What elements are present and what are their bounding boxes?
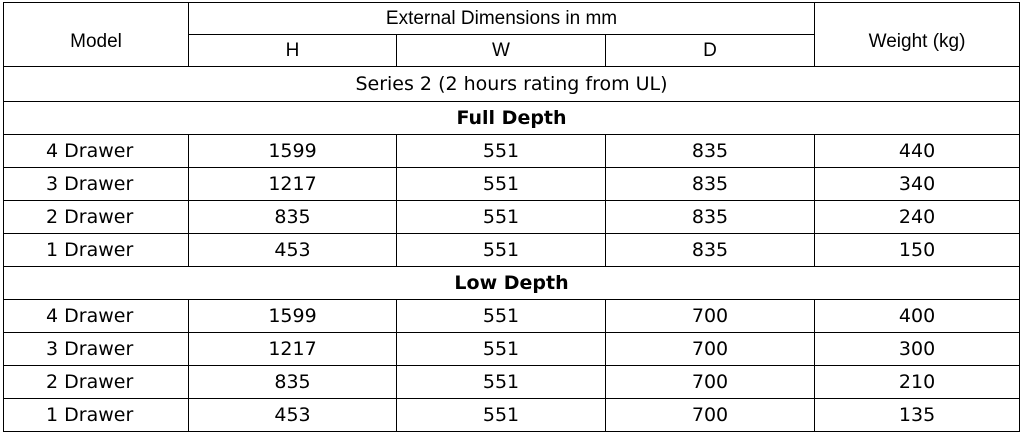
section-row-full-depth: Full Depth [2, 101, 1021, 135]
table-row: 3 Drawer 1217 551 700 300 [3, 332, 1021, 366]
table-row: 4 Drawer 1599 551 835 440 [3, 134, 1021, 168]
weight-cell: 150 [814, 233, 1021, 267]
dimensions-table: Model External Dimensions in mm Weight (… [2, 2, 1021, 432]
model-cell: 4 Drawer [3, 299, 189, 333]
d-cell: 700 [604, 365, 816, 399]
d-cell: 700 [604, 332, 816, 366]
weight-cell: 210 [814, 365, 1021, 399]
h-cell: 1217 [188, 167, 397, 201]
weight-cell: 400 [814, 299, 1021, 333]
table-row: 1 Drawer 453 551 835 150 [3, 233, 1021, 267]
weight-cell: 300 [814, 332, 1021, 366]
table-row: 2 Drawer 835 551 700 210 [3, 365, 1021, 399]
series-title-row: Series 2 (2 hours rating from UL) [2, 66, 1021, 102]
h-cell: 1599 [188, 134, 397, 168]
header-row-top: Model External Dimensions in mm Weight (… [3, 2, 1021, 67]
model-cell: 3 Drawer [3, 332, 189, 366]
model-header: Model [3, 2, 189, 67]
model-cell: 1 Drawer [3, 398, 189, 432]
model-cell: 1 Drawer [3, 233, 189, 267]
d-header: D [604, 34, 816, 67]
h-cell: 835 [188, 200, 397, 234]
model-cell: 3 Drawer [3, 167, 189, 201]
weight-cell: 240 [814, 200, 1021, 234]
h-cell: 453 [188, 233, 397, 267]
d-cell: 835 [604, 233, 816, 267]
w-cell: 551 [396, 299, 606, 333]
section-title-full-depth: Full Depth [2, 101, 1021, 135]
w-cell: 551 [396, 233, 606, 267]
section-row-low-depth: Low Depth [2, 266, 1021, 300]
model-cell: 2 Drawer [3, 365, 189, 399]
h-cell: 1217 [188, 332, 397, 366]
w-header: W [396, 34, 606, 67]
h-cell: 835 [188, 365, 397, 399]
h-header: H [188, 34, 397, 67]
table-row: 3 Drawer 1217 551 835 340 [3, 167, 1021, 201]
dimensions-table-container: Model External Dimensions in mm Weight (… [2, 2, 1021, 432]
w-cell: 551 [396, 398, 606, 432]
d-cell: 700 [604, 299, 816, 333]
table-row: 4 Drawer 1599 551 700 400 [3, 299, 1021, 333]
d-cell: 835 [604, 167, 816, 201]
weight-cell: 135 [814, 398, 1021, 432]
w-cell: 551 [396, 134, 606, 168]
w-cell: 551 [396, 365, 606, 399]
series-title: Series 2 (2 hours rating from UL) [2, 66, 1021, 102]
h-cell: 1599 [188, 299, 397, 333]
model-cell: 2 Drawer [3, 200, 189, 234]
section-title-low-depth: Low Depth [2, 266, 1021, 300]
weight-cell: 440 [814, 134, 1021, 168]
w-cell: 551 [396, 167, 606, 201]
w-cell: 551 [396, 200, 606, 234]
weight-cell: 340 [814, 167, 1021, 201]
table-row: 2 Drawer 835 551 835 240 [3, 200, 1021, 234]
table-row: 1 Drawer 453 551 700 135 [3, 398, 1021, 432]
model-cell: 4 Drawer [3, 134, 189, 168]
weight-header: Weight (kg) [814, 2, 1021, 67]
d-cell: 835 [604, 200, 816, 234]
d-cell: 835 [604, 134, 816, 168]
d-cell: 700 [604, 398, 816, 432]
header-row-bottom: H W D [4, 34, 1020, 67]
dimensions-group-header: External Dimensions in mm [187, 2, 816, 35]
h-cell: 453 [188, 398, 397, 432]
w-cell: 551 [396, 332, 606, 366]
